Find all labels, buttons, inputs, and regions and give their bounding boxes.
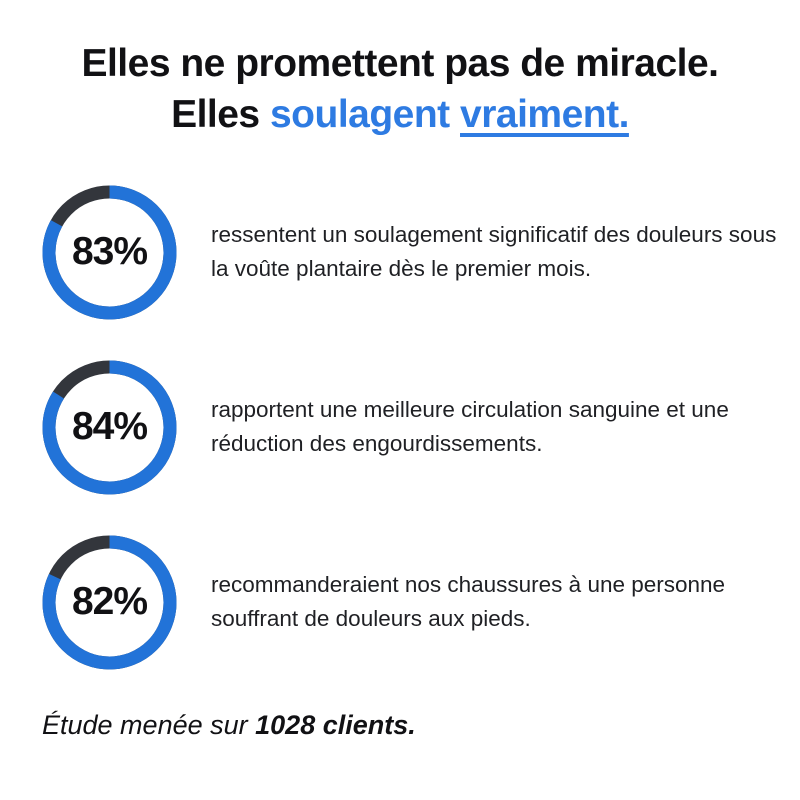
headline-line1: Elles ne promettent pas de miracle.: [81, 42, 719, 85]
study-footnote-prefix: Étude menée sur: [42, 709, 248, 740]
headline-line2-accent: soulagent: [269, 93, 450, 137]
headline: Elles ne promettent pas de miracle. Elle…: [10, 38, 790, 141]
headline-line2-underlined: vraiment.: [460, 93, 629, 137]
donut-ring-icon: [42, 185, 177, 320]
stat-row-2: 84% rapportent une meilleure circulation…: [42, 360, 800, 495]
stat-description-2: rapportent une meilleure circulation san…: [211, 396, 729, 457]
study-footnote-bold: 1028 clients.: [255, 709, 416, 740]
headline-line2-black: Elles: [171, 93, 260, 137]
stat-description-1: ressentent un soulagement significatif d…: [211, 221, 777, 282]
stat-description-3: recommanderaient nos chaussures à une pe…: [211, 571, 726, 632]
percent-value-3: 82%: [71, 580, 148, 624]
donut-ring-icon: [42, 360, 177, 495]
donut-chart-2: 84%: [42, 360, 177, 495]
donut-ring-icon: [42, 535, 177, 670]
donut-chart-3: 82%: [42, 535, 177, 670]
stat-row-1: 83% ressentent un soulagement significat…: [42, 185, 800, 320]
percent-value-2: 84%: [71, 405, 148, 449]
stats-list: 83% ressentent un soulagement significat…: [42, 185, 800, 670]
donut-chart-1: 83%: [42, 185, 177, 320]
stat-row-3: 82% recommanderaient nos chaussures à un…: [42, 535, 800, 670]
percent-value-1: 83%: [71, 230, 148, 274]
study-footnote: Étude menée sur 1028 clients.: [42, 710, 800, 741]
